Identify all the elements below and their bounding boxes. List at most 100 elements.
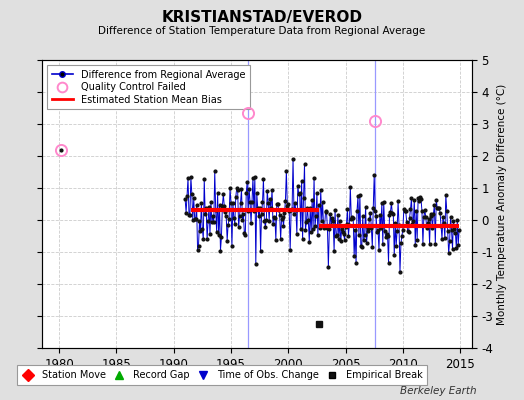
Point xyxy=(443,228,452,234)
Point xyxy=(249,174,257,181)
Point xyxy=(422,214,430,220)
Point xyxy=(304,217,312,224)
Point xyxy=(193,246,202,253)
Point xyxy=(434,205,442,211)
Point xyxy=(403,228,412,234)
Point xyxy=(336,218,344,224)
Point xyxy=(436,210,444,216)
Point xyxy=(208,219,216,226)
Point xyxy=(250,174,259,180)
Point xyxy=(320,225,328,232)
Point xyxy=(386,209,395,215)
Point xyxy=(450,225,458,232)
Point xyxy=(203,236,211,242)
Point xyxy=(205,204,213,211)
Point xyxy=(202,205,210,212)
Point xyxy=(220,203,228,209)
Point xyxy=(324,264,333,271)
Point xyxy=(352,260,361,267)
Point xyxy=(366,210,375,216)
Point xyxy=(422,224,431,231)
Point xyxy=(350,252,358,259)
Point xyxy=(233,185,241,192)
Point xyxy=(204,218,212,224)
Point xyxy=(212,207,220,213)
Point xyxy=(217,234,226,240)
Point xyxy=(263,188,271,194)
Point xyxy=(293,231,301,237)
Point xyxy=(265,218,274,224)
Point xyxy=(387,200,396,206)
Point xyxy=(452,244,461,251)
Point xyxy=(184,175,192,181)
Point xyxy=(226,184,234,191)
Point xyxy=(259,176,268,182)
Point xyxy=(267,204,275,211)
Point xyxy=(268,186,276,193)
Point xyxy=(305,239,313,245)
Point xyxy=(215,202,224,209)
Point xyxy=(395,222,403,228)
Point xyxy=(216,247,225,254)
Point xyxy=(297,226,305,232)
Point xyxy=(430,202,439,208)
Point xyxy=(427,211,435,217)
Point xyxy=(311,223,319,229)
Point xyxy=(241,232,249,238)
Point xyxy=(258,199,267,206)
Point xyxy=(341,237,349,243)
Point xyxy=(222,213,231,219)
Y-axis label: Monthly Temperature Anomaly Difference (°C): Monthly Temperature Anomaly Difference (… xyxy=(497,83,507,325)
Point xyxy=(235,213,244,219)
Point xyxy=(322,208,331,214)
Point xyxy=(357,242,365,249)
Point xyxy=(385,211,394,218)
Point xyxy=(365,216,374,222)
Point xyxy=(246,199,254,206)
Point xyxy=(407,195,416,202)
Point xyxy=(212,228,221,235)
Point xyxy=(281,198,290,204)
Point xyxy=(315,225,324,232)
Point xyxy=(336,238,345,244)
Point xyxy=(187,174,195,180)
Point xyxy=(396,268,404,275)
Point xyxy=(384,259,392,266)
Point xyxy=(421,207,429,213)
Point xyxy=(381,233,390,240)
Point xyxy=(449,246,457,252)
Point xyxy=(301,227,310,234)
Point xyxy=(442,192,450,198)
Point xyxy=(400,206,408,212)
Point xyxy=(277,215,286,222)
Point xyxy=(239,210,247,217)
Legend: Station Move, Record Gap, Time of Obs. Change, Empirical Break: Station Move, Record Gap, Time of Obs. C… xyxy=(17,365,428,385)
Point xyxy=(331,207,339,214)
Point xyxy=(429,211,438,217)
Point xyxy=(314,232,322,238)
Text: Berkeley Earth: Berkeley Earth xyxy=(400,386,477,396)
Point xyxy=(408,221,417,227)
Point xyxy=(423,220,432,226)
Point xyxy=(243,178,252,185)
Point xyxy=(320,224,329,230)
Point xyxy=(225,216,233,222)
Point xyxy=(264,200,272,206)
Point xyxy=(451,230,460,236)
Point xyxy=(329,218,337,224)
Point xyxy=(274,201,282,208)
Point xyxy=(378,200,386,206)
Point xyxy=(250,207,258,214)
Point xyxy=(334,212,342,218)
Point xyxy=(389,211,398,218)
Point xyxy=(427,213,435,219)
Point xyxy=(412,208,420,214)
Point xyxy=(375,247,383,254)
Point xyxy=(255,205,264,211)
Point xyxy=(232,194,240,200)
Point xyxy=(191,216,199,222)
Point xyxy=(302,218,311,225)
Point xyxy=(363,228,372,234)
Point xyxy=(428,225,436,231)
Point xyxy=(283,203,291,209)
